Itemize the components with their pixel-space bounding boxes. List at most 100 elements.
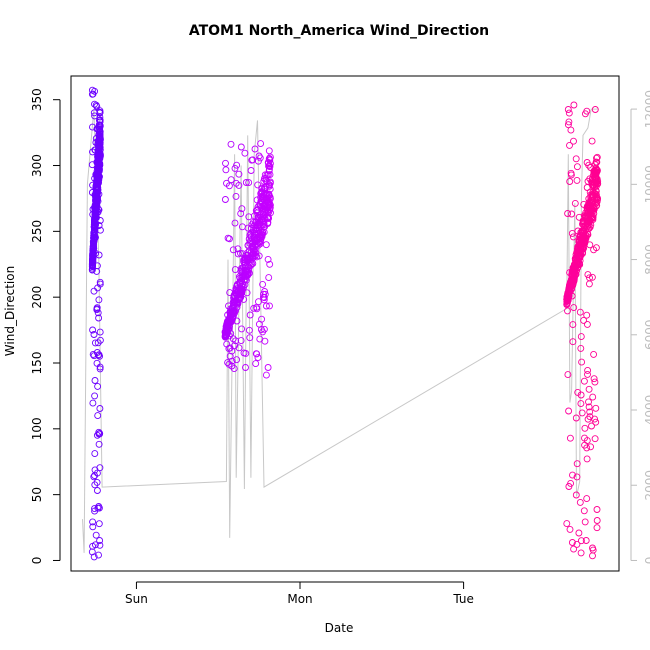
data-point: [570, 101, 578, 109]
data-point: [237, 210, 245, 218]
data-point: [91, 505, 98, 513]
data-point: [569, 338, 577, 346]
data-point: [570, 304, 578, 312]
data-point: [90, 223, 98, 231]
data-point: [240, 276, 248, 284]
data-point: [592, 404, 600, 412]
data-point: [566, 178, 574, 185]
data-point: [96, 173, 103, 181]
data-point: [92, 101, 100, 109]
data-point: [569, 271, 576, 279]
data-point: [567, 126, 575, 134]
data-point: [241, 255, 249, 263]
data-point: [570, 545, 578, 553]
data-point: [95, 520, 103, 528]
data-point: [237, 143, 245, 151]
data-point: [573, 259, 581, 267]
data-point: [266, 171, 274, 179]
data-point: [571, 266, 579, 274]
x-tick-label: Sun: [125, 592, 148, 606]
data-point: [252, 360, 260, 368]
data-point: [257, 140, 265, 148]
data-point: [567, 169, 575, 177]
data-point: [586, 241, 594, 249]
data-point: [238, 286, 246, 294]
data-point: [593, 175, 601, 183]
data-point: [266, 156, 274, 164]
data-point: [96, 537, 104, 544]
y-tick-label-left: 300: [30, 154, 44, 177]
data-point: [568, 210, 576, 218]
data-point: [89, 243, 97, 251]
y-tick-label-right: 6000: [643, 320, 650, 351]
data-point: [577, 537, 585, 545]
data-point: [96, 352, 104, 360]
data-point: [238, 286, 246, 294]
data-point: [566, 434, 574, 442]
data-point: [590, 189, 598, 197]
data-point: [585, 280, 593, 288]
data-point: [583, 107, 591, 115]
x-tick-label: Mon: [287, 592, 312, 606]
data-point: [249, 250, 257, 258]
data-point: [223, 179, 230, 187]
data-point: [574, 260, 582, 268]
data-point: [593, 524, 601, 532]
data-point: [580, 377, 588, 385]
data-point: [221, 196, 229, 203]
data-point: [586, 200, 594, 208]
data-point: [92, 184, 100, 191]
data-point: [584, 415, 592, 423]
data-point: [580, 316, 588, 324]
data-point: [566, 288, 574, 296]
data-point: [89, 245, 97, 253]
data-point: [235, 344, 243, 352]
data-point: [582, 537, 590, 544]
data-point: [576, 498, 584, 506]
data-point: [238, 264, 245, 272]
data-point: [226, 235, 233, 243]
data-point: [222, 166, 230, 174]
data-point: [573, 540, 581, 548]
data-point: [580, 240, 588, 248]
data-point: [242, 364, 249, 371]
data-point: [261, 337, 269, 345]
data-point: [265, 147, 273, 155]
data-point: [592, 173, 600, 181]
data-point: [564, 371, 572, 379]
data-point: [95, 430, 103, 438]
data-point: [89, 249, 97, 256]
data-point: [89, 254, 97, 262]
data-point: [583, 495, 591, 503]
data-point: [91, 450, 99, 458]
data-point: [245, 326, 253, 334]
data-point: [229, 246, 237, 254]
data-point: [231, 266, 239, 274]
data-point: [572, 254, 580, 262]
data-point: [96, 405, 104, 412]
data-point: [262, 174, 270, 182]
data-point: [258, 188, 266, 195]
data-point: [585, 208, 593, 215]
data-point: [569, 233, 577, 241]
data-point: [237, 337, 245, 345]
data-point: [564, 106, 572, 113]
data-point: [93, 487, 101, 494]
data-point: [260, 325, 268, 333]
data-point: [90, 287, 98, 295]
data-point: [266, 163, 274, 171]
data-point: [587, 443, 595, 451]
data-point: [93, 359, 101, 367]
data-point: [264, 213, 272, 221]
y-tick-label-left: 100: [30, 417, 44, 440]
data-point: [96, 109, 104, 117]
data-point: [257, 326, 265, 333]
data-point: [89, 257, 97, 265]
data-point: [266, 195, 274, 202]
data-point: [569, 471, 576, 479]
data-point: [266, 178, 274, 186]
chart-title: ATOM1 North_America Wind_Direction: [189, 23, 489, 39]
y-tick-label-left: 150: [30, 352, 44, 375]
y-tick-label-right: 4000: [643, 395, 650, 426]
